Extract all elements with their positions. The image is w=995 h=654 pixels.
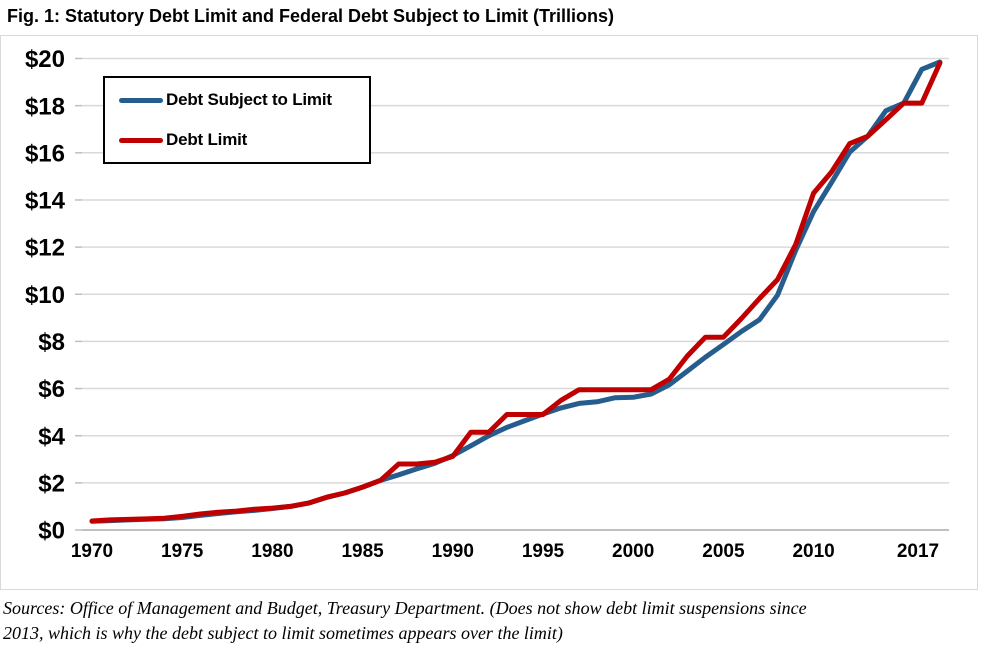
x-axis-label: 2017 <box>897 541 939 562</box>
y-axis-label: $12 <box>25 235 65 262</box>
x-axis-label: 1990 <box>432 541 474 562</box>
x-axis-label: 1980 <box>251 541 293 562</box>
source-note-line-1: Sources: Office of Management and Budget… <box>3 598 807 618</box>
x-axis-label: 1985 <box>341 541 384 562</box>
x-axis-label: 2000 <box>612 541 654 562</box>
x-axis-label: 1995 <box>522 541 565 562</box>
source-note: Sources: Office of Management and Budget… <box>3 596 993 646</box>
legend-label-debt-limit: Debt Limit <box>166 130 248 149</box>
y-axis-label: $20 <box>25 46 65 73</box>
legend-label-debt-subject-to-limit: Debt Subject to Limit <box>166 90 332 109</box>
y-axis-label: $18 <box>25 93 65 120</box>
y-axis-label: $0 <box>38 518 65 545</box>
chart-frame: $0 $2 $4 $6 $8 $10 $12 $14 $16 $18 $20 1970 1975 1980… <box>0 35 978 590</box>
legend-line-sample-blue <box>119 97 163 103</box>
y-axis-label: $14 <box>25 188 66 215</box>
x-axis-label: 2005 <box>702 541 745 562</box>
y-axis-label: $4 <box>38 423 65 450</box>
x-axis-label: 2010 <box>792 541 834 562</box>
line-chart: $0 $2 $4 $6 $8 $10 $12 $14 $16 $18 $20 1970 1975 1980… <box>25 46 949 562</box>
y-axis-label: $10 <box>25 282 65 309</box>
x-axis-label: 1970 <box>71 541 113 562</box>
source-note-line-2: 2013, which is why the debt subject to l… <box>3 623 563 643</box>
y-axis-label: $16 <box>25 140 65 167</box>
y-axis-label: $6 <box>38 376 65 403</box>
legend-item-debt-limit: Debt Limit <box>119 130 369 150</box>
x-axis-label: 1975 <box>161 541 204 562</box>
y-axis-label: $8 <box>38 329 65 356</box>
chart-title: Fig. 1: Statutory Debt Limit and Federal… <box>7 6 615 26</box>
legend: Debt Subject to Limit Debt Limit <box>103 76 371 164</box>
legend-item-debt-subject-to-limit: Debt Subject to Limit <box>119 90 369 110</box>
y-axis-label: $2 <box>38 470 65 497</box>
series-line-debt-limit <box>89 60 943 524</box>
legend-line-sample-red <box>119 137 163 143</box>
